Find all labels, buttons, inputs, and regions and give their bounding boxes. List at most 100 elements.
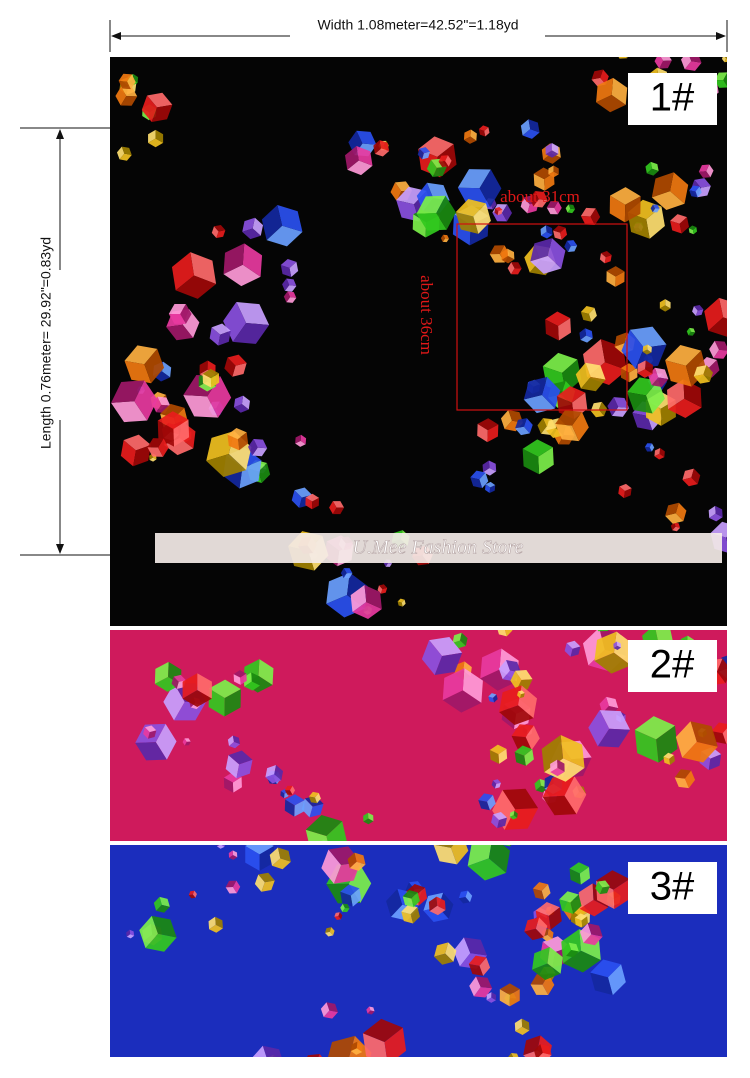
cube-face	[497, 209, 503, 216]
cube-face	[384, 1027, 407, 1057]
cube-face	[401, 599, 406, 607]
cube-face	[151, 104, 173, 122]
cube-face	[600, 250, 612, 258]
cube-face	[746, 43, 750, 58]
cube-face	[111, 380, 145, 403]
cube-face	[682, 468, 694, 480]
cube-face	[251, 1045, 268, 1057]
cube-face	[514, 1018, 523, 1032]
cube-face	[685, 350, 707, 387]
cube-face	[649, 443, 655, 452]
cube-face	[458, 897, 470, 904]
cube-face	[553, 165, 559, 175]
length-label: Length 0.76meter= 29.92"=0.83yd	[38, 237, 54, 449]
cube-face	[719, 297, 727, 324]
cube	[496, 630, 513, 637]
cube-face	[659, 305, 671, 312]
cube-face	[243, 672, 252, 687]
cube	[57, 77, 98, 119]
cube-face	[545, 428, 564, 438]
cube-face	[228, 850, 234, 858]
cube-face	[498, 660, 510, 680]
cube-face	[478, 793, 493, 802]
cube-face	[67, 92, 92, 119]
cube-face	[126, 934, 135, 939]
cube-face	[557, 759, 565, 772]
cube-face	[282, 278, 290, 291]
cube-face	[291, 490, 302, 508]
cube-face	[453, 937, 471, 967]
cube-face	[489, 750, 500, 764]
cube	[591, 11, 636, 54]
cube-face	[709, 340, 720, 359]
cube-face	[227, 735, 234, 747]
cube-face	[579, 899, 609, 917]
cube-face	[689, 190, 698, 198]
cube-face	[483, 468, 497, 476]
cube-face	[416, 213, 447, 231]
cube-face	[445, 942, 457, 962]
cube-face	[225, 880, 237, 888]
cube	[489, 744, 508, 764]
cube-face	[675, 721, 697, 758]
cube-face	[434, 942, 449, 957]
cube-face	[688, 228, 694, 235]
cube-face	[485, 484, 491, 494]
cube	[588, 710, 631, 748]
pattern	[135, 630, 727, 841]
cube	[227, 735, 241, 749]
cube-face	[547, 238, 566, 269]
cube-face	[670, 522, 676, 531]
cube	[675, 721, 718, 763]
cube-face	[511, 1052, 520, 1057]
pattern	[126, 845, 631, 1078]
cube-face	[642, 349, 652, 355]
cube	[681, 57, 702, 71]
cube-face	[182, 738, 187, 746]
cube-face	[545, 150, 559, 158]
cube	[295, 434, 307, 447]
cube-face	[484, 127, 490, 137]
cube-face	[550, 767, 565, 777]
cube-face	[523, 1050, 549, 1057]
cube-face	[533, 1044, 543, 1057]
cube	[642, 344, 652, 355]
cube-face	[389, 1069, 399, 1078]
cube-face	[489, 744, 507, 755]
cube-face	[528, 119, 540, 133]
cube	[320, 1002, 338, 1019]
cube	[147, 438, 169, 457]
cube-face	[183, 395, 219, 418]
cube-face	[507, 262, 515, 275]
cube-face	[596, 95, 626, 113]
cube	[530, 238, 566, 274]
cube-face	[543, 153, 561, 164]
cube	[559, 891, 582, 914]
cube-face	[629, 367, 638, 383]
cube	[417, 147, 430, 160]
cube-face	[709, 513, 723, 522]
cube-face	[570, 646, 581, 657]
cube	[540, 225, 553, 239]
cube-face	[445, 155, 452, 167]
cube-face	[325, 931, 334, 937]
cube-face	[578, 883, 594, 909]
cube	[362, 1018, 407, 1057]
cube	[350, 585, 382, 620]
cube	[532, 882, 551, 900]
cube-face	[209, 327, 221, 346]
cube-face	[233, 404, 249, 413]
cube-face	[479, 472, 489, 489]
cube-face	[492, 212, 507, 222]
cube	[627, 377, 665, 414]
cube	[580, 207, 601, 226]
cube	[283, 291, 297, 303]
cube	[499, 983, 520, 1007]
cube-face	[476, 976, 493, 989]
cube-face	[436, 896, 446, 910]
cube-face	[455, 199, 486, 217]
cube-face	[537, 418, 547, 434]
cube-face	[652, 204, 660, 209]
cube	[463, 129, 477, 144]
cube-face	[739, 51, 750, 60]
